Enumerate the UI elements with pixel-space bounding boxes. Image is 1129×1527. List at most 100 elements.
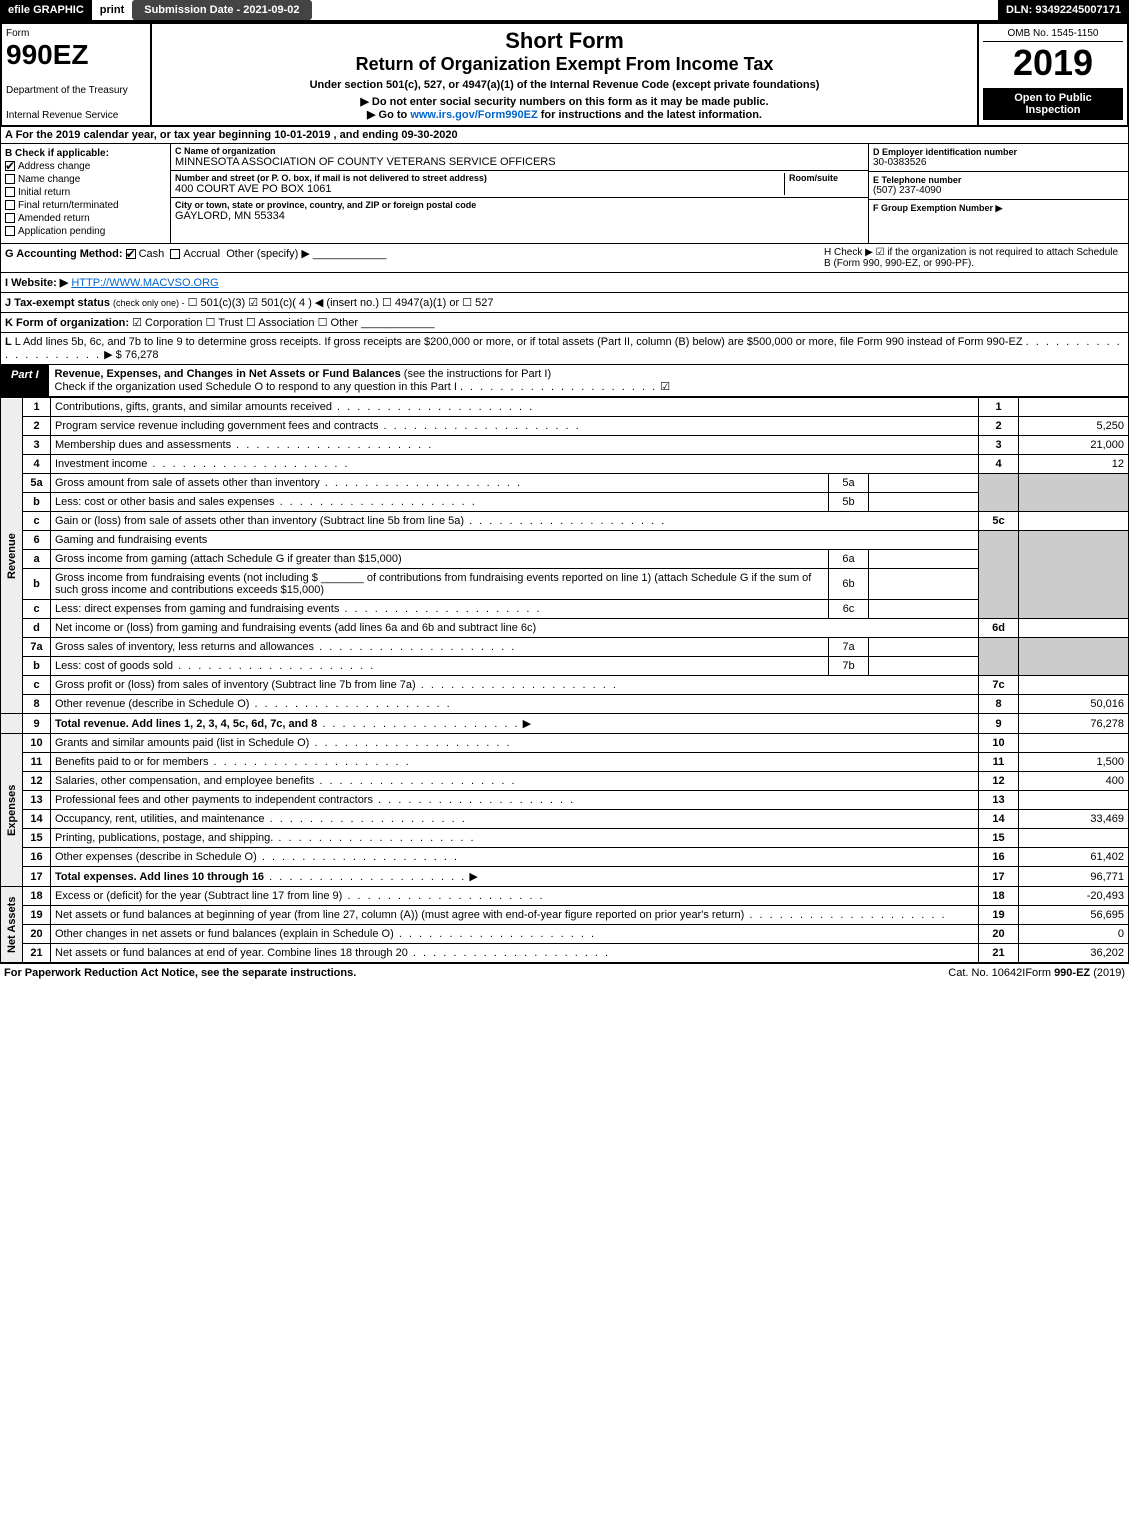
l13-amt [1019,791,1129,810]
section-i: I Website: ▶ HTTP://WWW.MACVSO.ORG [0,273,1129,293]
header-right: OMB No. 1545-1150 2019 Open to Public In… [977,24,1127,125]
l6c-box: 6c [829,600,869,619]
l6b-box: 6b [829,569,869,600]
phone-value: (507) 237-4090 [873,185,1124,196]
vlabel-netassets: Net Assets [1,887,23,963]
l17-desc: Total expenses. Add lines 10 through 16 [55,871,264,883]
city-label: City or town, state or province, country… [175,200,864,210]
chk-accrual[interactable] [170,249,180,259]
footer-mid: Cat. No. 10642I [948,967,1025,979]
section-a-text: A For the 2019 calendar year, or tax yea… [5,129,458,141]
form-number: 990EZ [6,39,146,71]
l21-desc: Net assets or fund balances at end of ye… [55,947,408,959]
section-def: D Employer identification number 30-0383… [868,144,1128,243]
l17-num: 17 [23,867,51,887]
group-exempt-label: F Group Exemption Number ▶ [873,203,1124,214]
l9-box: 9 [979,714,1019,734]
l7a-desc: Gross sales of inventory, less returns a… [55,641,314,653]
l6d-box: 6d [979,619,1019,638]
l7c-box: 7c [979,676,1019,695]
l5b-box: 5b [829,493,869,512]
header-left: Form 990EZ Department of the Treasury In… [2,24,152,125]
ssn-note: ▶ Do not enter social security numbers o… [156,95,973,108]
lbl-application-pending: Application pending [18,226,105,237]
l17-amt: 96,771 [1019,867,1129,887]
l-amount: ▶ $ 76,278 [104,349,158,361]
l6d-desc: Net income or (loss) from gaming and fun… [51,619,979,638]
l18-box: 18 [979,887,1019,906]
subtitle: Under section 501(c), 527, or 4947(a)(1)… [156,79,973,91]
l2-box: 2 [979,417,1019,436]
l12-desc: Salaries, other compensation, and employ… [55,775,314,787]
l17-box: 17 [979,867,1019,887]
l6c-num: c [23,600,51,619]
l16-amt: 61,402 [1019,848,1129,867]
efile-label: efile GRAPHIC [0,0,92,20]
l14-num: 14 [23,810,51,829]
l18-desc: Excess or (deficit) for the year (Subtra… [55,890,342,902]
return-title: Return of Organization Exempt From Incom… [156,54,973,75]
chk-amended-return[interactable] [5,213,15,223]
lbl-initial-return: Initial return [18,187,70,198]
l13-num: 13 [23,791,51,810]
l11-desc: Benefits paid to or for members [55,756,208,768]
l15-num: 15 [23,829,51,848]
l16-desc: Other expenses (describe in Schedule O) [55,851,257,863]
open-to-public: Open to Public Inspection [983,88,1123,120]
l2-desc: Program service revenue including govern… [55,420,378,432]
org-name-label: C Name of organization [175,146,864,156]
l13-box: 13 [979,791,1019,810]
chk-cash[interactable] [126,249,136,259]
l19-num: 19 [23,906,51,925]
l7a-num: 7a [23,638,51,657]
l5a-desc: Gross amount from sale of assets other t… [55,477,320,489]
lbl-address-change: Address change [18,161,90,172]
l6-desc: Gaming and fundraising events [51,531,979,550]
section-a: A For the 2019 calendar year, or tax yea… [0,127,1129,144]
dln-label: DLN: 93492245007171 [998,0,1129,20]
l1-amt [1019,398,1129,417]
l5a-num: 5a [23,474,51,493]
department: Department of the Treasury [6,85,146,96]
ein-label: D Employer identification number [873,147,1124,157]
website-link[interactable]: HTTP://WWW.MACVSO.ORG [71,277,218,289]
l10-box: 10 [979,734,1019,753]
l4-desc: Investment income [55,458,147,470]
j-opts: ☐ 501(c)(3) ☑ 501(c)( 4 ) ◀ (insert no.)… [188,297,494,309]
l5b-num: b [23,493,51,512]
l15-desc: Printing, publications, postage, and shi… [55,832,273,844]
l20-desc: Other changes in net assets or fund bala… [55,928,394,940]
l7a-box: 7a [829,638,869,657]
part-1-sub: (see the instructions for Part I) [404,368,551,380]
chk-initial-return[interactable] [5,187,15,197]
lbl-amended-return: Amended return [18,213,90,224]
print-button[interactable]: print [92,0,132,20]
l19-amt: 56,695 [1019,906,1129,925]
j-label: J Tax-exempt status [5,297,110,309]
l9-amt: 76,278 [1019,714,1129,734]
l4-num: 4 [23,455,51,474]
street-label: Number and street (or P. O. box, if mail… [175,173,784,183]
l20-num: 20 [23,925,51,944]
section-l: L L Add lines 5b, 6c, and 7b to line 9 t… [0,333,1129,365]
vlabel-revenue: Revenue [1,398,23,714]
part-1-header: Part I Revenue, Expenses, and Changes in… [0,365,1129,397]
l7b-desc: Less: cost of goods sold [55,660,173,672]
top-bar: efile GRAPHIC print Submission Date - 20… [0,0,1129,22]
l11-box: 11 [979,753,1019,772]
chk-name-change[interactable] [5,174,15,184]
l5c-num: c [23,512,51,531]
l21-amt: 36,202 [1019,944,1129,963]
l7c-desc: Gross profit or (loss) from sales of inv… [55,679,416,691]
room-label: Room/suite [789,173,864,183]
irs-link[interactable]: www.irs.gov/Form990EZ [410,109,537,121]
chk-address-change[interactable] [5,161,15,171]
phone-label: E Telephone number [873,175,1124,185]
l8-desc: Other revenue (describe in Schedule O) [55,698,249,710]
form-word: Form [6,28,146,39]
chk-application-pending[interactable] [5,226,15,236]
chk-final-return[interactable] [5,200,15,210]
org-name: MINNESOTA ASSOCIATION OF COUNTY VETERANS… [175,156,864,168]
l20-amt: 0 [1019,925,1129,944]
l15-amt [1019,829,1129,848]
